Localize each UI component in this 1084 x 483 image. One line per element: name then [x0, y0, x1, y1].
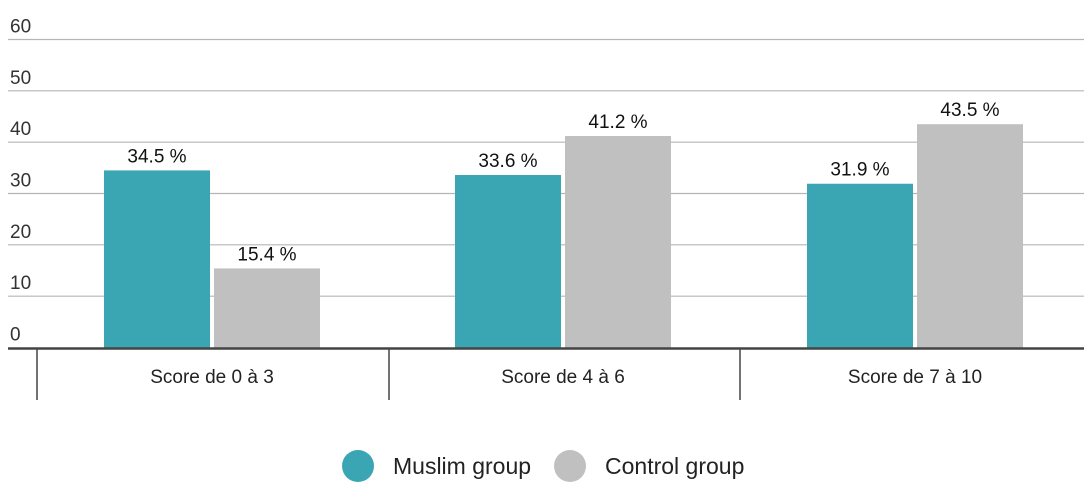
x-tick-label-2: Score de 4 à 6	[501, 367, 625, 388]
y-tick-label-20: 20	[10, 222, 31, 243]
y-tick-label-40: 40	[10, 119, 31, 140]
x-axis: Score de 0 à 3 Score de 4 à 6 Score de 7 à…	[8, 347, 1084, 400]
bar-muslim-3	[807, 183, 913, 348]
data-label-muslim-2: 33.6 %	[478, 151, 537, 172]
bar-muslim-2	[455, 175, 561, 348]
legend-label-control: Control group	[605, 453, 744, 479]
legend-label-muslim: Muslim group	[393, 453, 531, 479]
data-label-control-3: 43.5 %	[940, 100, 999, 121]
y-tick-label-50: 50	[10, 68, 31, 89]
data-label-muslim-1: 34.5 %	[127, 146, 186, 167]
data-label-muslim-3: 31.9 %	[830, 160, 889, 181]
data-labels: 34.5 % 15.4 % 33.6 % 41.2 % 31.9 % 43.5 %	[127, 100, 999, 265]
bar-control-3	[917, 124, 1023, 348]
bars	[104, 124, 1023, 348]
bar-control-2	[565, 136, 671, 348]
legend-swatch-muslim	[342, 450, 374, 482]
bar-muslim-1	[104, 170, 210, 348]
y-tick-label-30: 30	[10, 171, 31, 192]
y-tick-label-60: 60	[10, 17, 31, 38]
y-tick-label-0: 0	[10, 325, 21, 346]
y-axis-tick-labels: 0 10 20 30 40 50 60	[10, 17, 31, 346]
x-tick-label-1: Score de 0 à 3	[150, 367, 274, 388]
bar-control-1	[214, 268, 320, 348]
x-tick-label-3: Score de 7 à 10	[848, 367, 982, 388]
y-tick-label-10: 10	[10, 273, 31, 294]
legend: Muslim group Control group	[342, 450, 744, 482]
legend-swatch-control	[554, 450, 586, 482]
data-label-control-2: 41.2 %	[588, 112, 647, 133]
data-label-control-1: 15.4 %	[237, 244, 296, 265]
